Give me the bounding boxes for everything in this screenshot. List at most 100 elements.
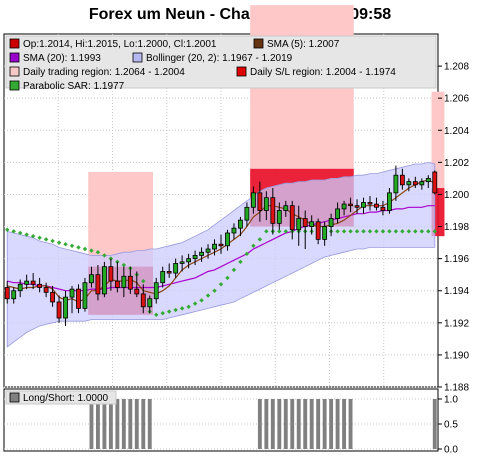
candle bbox=[296, 205, 302, 246]
legend-label: SMA (5): 1.2007 bbox=[267, 39, 340, 50]
legend-swatch bbox=[9, 38, 20, 49]
candle-body bbox=[69, 288, 75, 298]
sar-point bbox=[5, 227, 10, 232]
candle-body bbox=[309, 221, 315, 227]
candle bbox=[4, 281, 10, 304]
candle-body bbox=[348, 203, 353, 207]
legend-label: Daily trading region: 1.2064 - 1.2004 bbox=[23, 67, 185, 78]
low-y-tick-label: 0.5 bbox=[444, 420, 458, 431]
sar-point bbox=[141, 278, 146, 284]
candle-body bbox=[387, 192, 392, 211]
y-axis-ticks: 1.188 1.190 1.192 1.194 1.196 1.198 1.200 1.202… bbox=[438, 62, 469, 394]
candle-body bbox=[289, 205, 295, 231]
long-short-bars bbox=[89, 399, 437, 449]
sar-point bbox=[89, 248, 94, 253]
candle bbox=[315, 218, 321, 245]
sar-point bbox=[354, 229, 360, 234]
legend: Op:1.2014, Hi:1.2015, Lo:1.2000, Cl:1.20… bbox=[9, 38, 396, 92]
candle bbox=[199, 247, 204, 262]
sar-point bbox=[160, 310, 165, 316]
sar-point bbox=[393, 229, 399, 234]
candle-body bbox=[276, 210, 282, 224]
candle bbox=[374, 197, 379, 211]
candle-body bbox=[30, 280, 36, 285]
candle-body bbox=[147, 298, 153, 308]
sar-point bbox=[251, 243, 256, 248]
candle-body bbox=[218, 243, 224, 247]
sar-point bbox=[419, 229, 425, 234]
long-short-bar bbox=[283, 399, 288, 449]
long-short-bar bbox=[257, 399, 262, 449]
long-short-bar bbox=[277, 399, 282, 449]
legend-swatch bbox=[236, 66, 247, 77]
legend-swatch bbox=[9, 52, 20, 63]
candle-body bbox=[89, 274, 94, 284]
candle bbox=[17, 279, 23, 298]
sar-point bbox=[341, 229, 347, 234]
candle bbox=[127, 266, 133, 294]
candle-body bbox=[205, 248, 211, 253]
long-short-bar bbox=[309, 399, 314, 449]
long-short-bar bbox=[342, 399, 347, 449]
sar-point bbox=[63, 241, 68, 247]
sar-point bbox=[37, 235, 42, 240]
candle bbox=[160, 266, 166, 288]
legend-box bbox=[5, 35, 437, 89]
candle bbox=[147, 295, 153, 314]
candle bbox=[302, 210, 308, 250]
long-short-bar bbox=[102, 399, 107, 449]
candle bbox=[63, 290, 68, 327]
long-short-bar bbox=[147, 399, 152, 449]
candle bbox=[114, 261, 120, 293]
candle-body bbox=[354, 205, 360, 208]
sar-point bbox=[406, 229, 412, 234]
candle bbox=[432, 170, 438, 195]
sar-point bbox=[76, 245, 81, 250]
candle bbox=[289, 200, 295, 240]
candle bbox=[50, 285, 55, 307]
legend-label: Op:1.2014, Hi:1.2015, Lo:1.2000, Cl:1.20… bbox=[23, 39, 217, 50]
candle-body bbox=[50, 291, 55, 303]
candle bbox=[393, 165, 399, 201]
candle-body bbox=[225, 232, 230, 247]
candle bbox=[341, 200, 347, 216]
legend-swatch bbox=[9, 66, 20, 77]
candle bbox=[179, 255, 185, 272]
sar-point bbox=[179, 306, 185, 311]
candle-body bbox=[127, 275, 133, 290]
candle-body bbox=[406, 181, 412, 186]
candle bbox=[95, 265, 101, 301]
candle bbox=[56, 295, 62, 323]
candle-body bbox=[231, 227, 237, 234]
y-tick-label: 1.206 bbox=[444, 94, 469, 105]
sar-point bbox=[95, 250, 101, 255]
long-short-bar bbox=[89, 399, 94, 449]
long-short-bar bbox=[316, 399, 321, 449]
long-short-legend-swatch bbox=[9, 392, 20, 403]
candle bbox=[153, 277, 159, 304]
sar-point bbox=[374, 229, 379, 234]
legend-label: Parabolic SAR: 1.1977 bbox=[23, 81, 125, 92]
sar-point bbox=[56, 240, 62, 245]
candle bbox=[69, 285, 75, 314]
candle bbox=[121, 266, 127, 298]
candle bbox=[399, 168, 405, 190]
candle-body bbox=[76, 288, 81, 309]
y-tick-label: 1.196 bbox=[444, 254, 469, 265]
sar-point bbox=[173, 307, 178, 313]
candle bbox=[140, 284, 146, 314]
long-short-legend-label: Long/Short: 1.0000 bbox=[23, 393, 109, 404]
candle bbox=[134, 271, 140, 298]
long-short-bar bbox=[270, 399, 275, 449]
candle-body bbox=[412, 181, 418, 186]
sar-point bbox=[335, 229, 340, 234]
candlesticks bbox=[4, 165, 438, 327]
candle-body bbox=[95, 274, 101, 295]
candle-body bbox=[361, 202, 366, 208]
sar-point bbox=[69, 243, 75, 248]
low-y-tick-label: 1.0 bbox=[444, 395, 458, 406]
sar-point bbox=[218, 282, 224, 287]
candle bbox=[354, 199, 360, 214]
sar-point bbox=[154, 312, 159, 317]
candle bbox=[225, 229, 230, 251]
